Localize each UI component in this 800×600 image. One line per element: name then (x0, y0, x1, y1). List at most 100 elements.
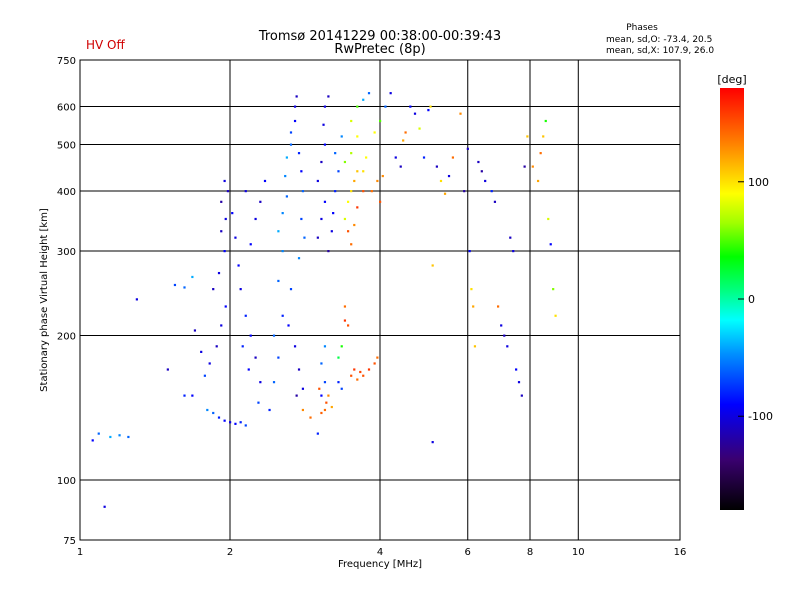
data-point (318, 387, 321, 390)
data-point (362, 190, 365, 193)
data-point (362, 170, 365, 173)
data-point (212, 411, 215, 415)
x-tick-label: 8 (527, 547, 533, 558)
data-point (376, 179, 379, 183)
data-point (200, 350, 203, 353)
data-point (293, 345, 297, 348)
data-point (496, 305, 500, 308)
data-point (212, 288, 215, 291)
data-point (206, 408, 209, 412)
data-point (239, 421, 242, 424)
data-point (340, 345, 343, 348)
data-point (297, 368, 301, 371)
colorbar-tick-label: 0 (748, 293, 755, 306)
data-point (300, 170, 303, 173)
data-point (350, 190, 353, 193)
data-point (220, 230, 223, 233)
data-point (367, 92, 371, 95)
data-point (362, 374, 365, 377)
data-point (289, 131, 293, 134)
data-point (259, 200, 262, 203)
data-point (520, 394, 523, 397)
data-point (337, 381, 340, 384)
y-axis-label: Stationary phase Virtual Height [km] (39, 208, 50, 392)
y-tick-label: 400 (57, 187, 76, 198)
colorbar-tick-label: -100 (748, 410, 773, 423)
data-point (490, 190, 493, 193)
data-point (552, 288, 555, 291)
data-point (237, 264, 240, 267)
data-point (399, 165, 402, 168)
data-point (500, 324, 503, 327)
phases-title: Phases (626, 23, 658, 33)
data-point (343, 217, 347, 221)
data-point (343, 319, 347, 322)
data-point (334, 152, 337, 155)
data-point (515, 368, 518, 371)
data-point (284, 174, 287, 178)
data-point (320, 362, 323, 365)
data-point (234, 422, 237, 425)
data-point (373, 362, 376, 365)
data-point (493, 200, 497, 203)
data-point (297, 257, 301, 260)
data-point (289, 288, 293, 291)
y-tick-label: 500 (57, 141, 76, 152)
data-point (337, 170, 340, 173)
data-point (337, 356, 340, 359)
data-point (316, 236, 319, 239)
data-point (118, 434, 121, 437)
data-points (91, 92, 557, 508)
data-point (268, 408, 271, 412)
data-point (509, 236, 512, 239)
data-point (97, 432, 100, 435)
data-point (277, 230, 280, 233)
data-point (477, 160, 480, 164)
data-point (451, 156, 455, 159)
data-point (473, 345, 477, 348)
data-point (217, 271, 221, 275)
data-point (536, 179, 540, 183)
data-point (309, 416, 312, 419)
phases-mean-x: mean, sd,X: 107.9, 26.0 (606, 46, 714, 56)
data-point (512, 250, 515, 253)
data-point (503, 334, 506, 337)
data-point (346, 324, 350, 327)
data-point (350, 152, 353, 155)
data-point (353, 368, 356, 371)
data-point (277, 279, 280, 283)
data-point (350, 374, 353, 377)
data-point (330, 405, 333, 409)
data-point (365, 156, 368, 159)
data-point (325, 401, 328, 404)
data-point (447, 174, 451, 178)
y-tick-label: 200 (57, 332, 76, 343)
data-point (215, 345, 218, 348)
data-point (220, 200, 223, 203)
data-point (166, 368, 169, 371)
data-point (281, 212, 284, 215)
data-point (435, 165, 438, 168)
data-point (549, 243, 552, 246)
data-point (404, 131, 407, 134)
data-point (427, 109, 430, 112)
data-point (431, 441, 434, 444)
y-tick-label: 300 (57, 247, 76, 258)
data-point (356, 135, 359, 138)
data-point (484, 179, 487, 183)
y-axis-ticks: 75 100 200 300 400 500 600 750 (57, 56, 76, 547)
data-point (340, 387, 343, 390)
data-point (472, 305, 475, 308)
data-point (254, 356, 257, 359)
data-point (322, 123, 325, 126)
data-point (91, 439, 94, 442)
data-point (191, 394, 194, 397)
data-point (229, 421, 232, 424)
colorbar-tick-label: 100 (748, 176, 769, 189)
data-point (247, 368, 250, 371)
data-point (394, 156, 397, 159)
data-point (234, 236, 237, 239)
data-point (191, 275, 194, 279)
data-point (327, 95, 330, 98)
